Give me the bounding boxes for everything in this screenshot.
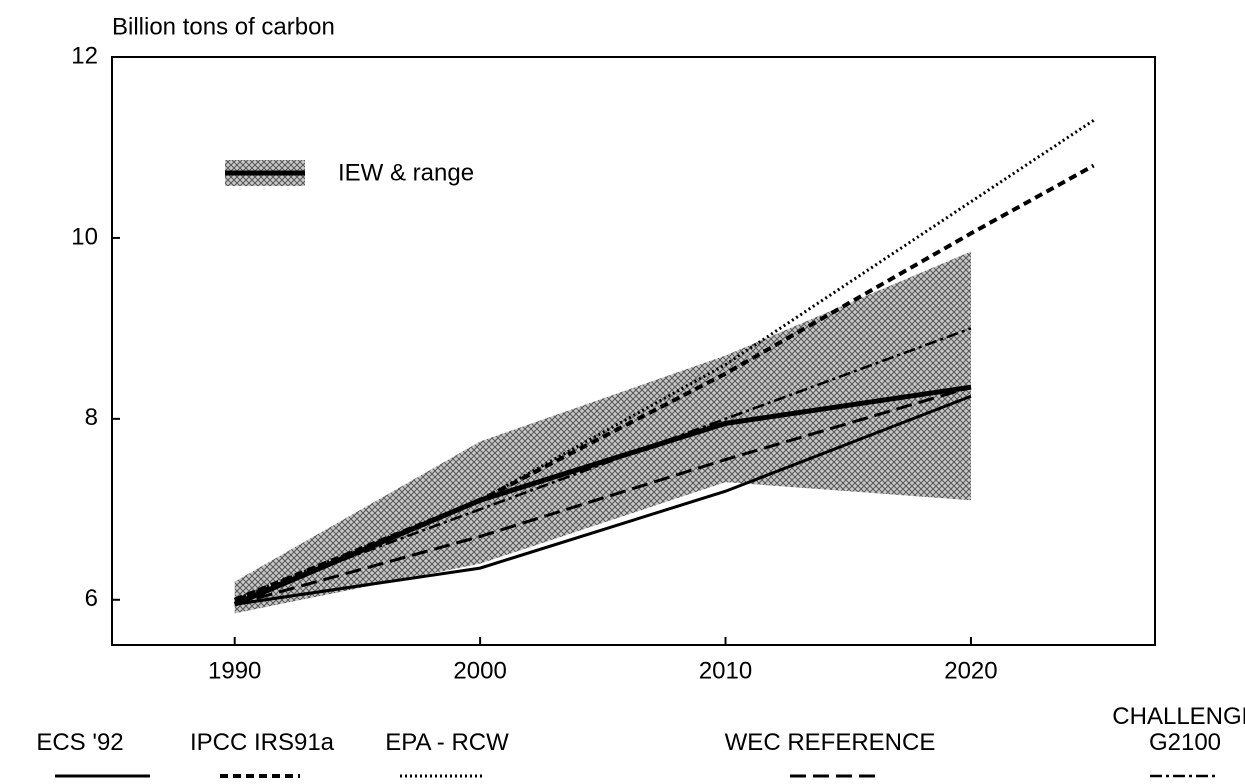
- y-axis-label: Billion tons of carbon: [112, 13, 335, 40]
- series-line: [233, 384, 972, 607]
- legend-label: IPCC IRS91a: [189, 729, 335, 756]
- legend-label: ECS '92: [36, 729, 124, 756]
- x-tick-label: 2000: [453, 657, 506, 684]
- y-tick-label: 8: [85, 404, 98, 431]
- x-tick-label: 2020: [944, 657, 997, 684]
- y-tick-label: 6: [85, 585, 98, 612]
- y-tick-label: 10: [71, 223, 98, 250]
- series-line: [234, 394, 972, 606]
- legend-label: IEW & range: [338, 159, 474, 186]
- plot-frame: [111, 56, 1156, 646]
- legend-label: CHALLENGE G2100: [1112, 703, 1245, 756]
- series-line: [234, 119, 1095, 602]
- y-tick-label: 12: [71, 42, 98, 69]
- legend-label: EPA - RCW: [385, 729, 509, 756]
- x-tick-label: 2010: [699, 657, 752, 684]
- x-tick-label: 1990: [208, 657, 261, 684]
- series-line: [234, 385, 972, 606]
- legend-label: WEC REFERENCE: [724, 729, 936, 756]
